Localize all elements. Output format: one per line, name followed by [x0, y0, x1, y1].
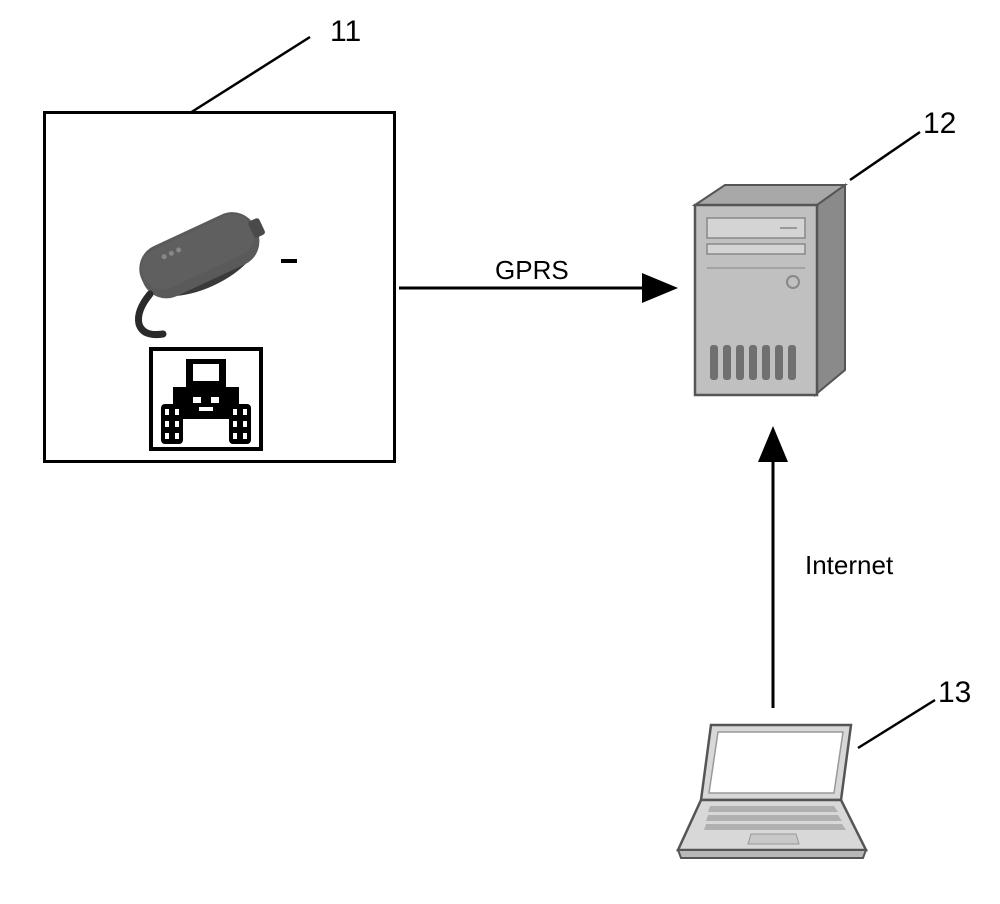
edge-label-internet: Internet	[805, 550, 893, 581]
node-label-12: 12	[923, 107, 956, 141]
gps-device-icon	[101, 199, 301, 339]
node-label-11: 11	[330, 15, 361, 49]
diagram-canvas: 11 12	[0, 0, 1000, 904]
callout-line-11	[190, 37, 310, 113]
device-box-node	[43, 111, 396, 463]
laptop-node-icon	[666, 720, 876, 870]
node-label-13: 13	[938, 676, 971, 710]
server-node-icon	[685, 170, 860, 405]
callout-line-12	[850, 132, 920, 180]
tractor-icon	[151, 349, 261, 449]
edge-label-gprs: GPRS	[495, 255, 569, 286]
